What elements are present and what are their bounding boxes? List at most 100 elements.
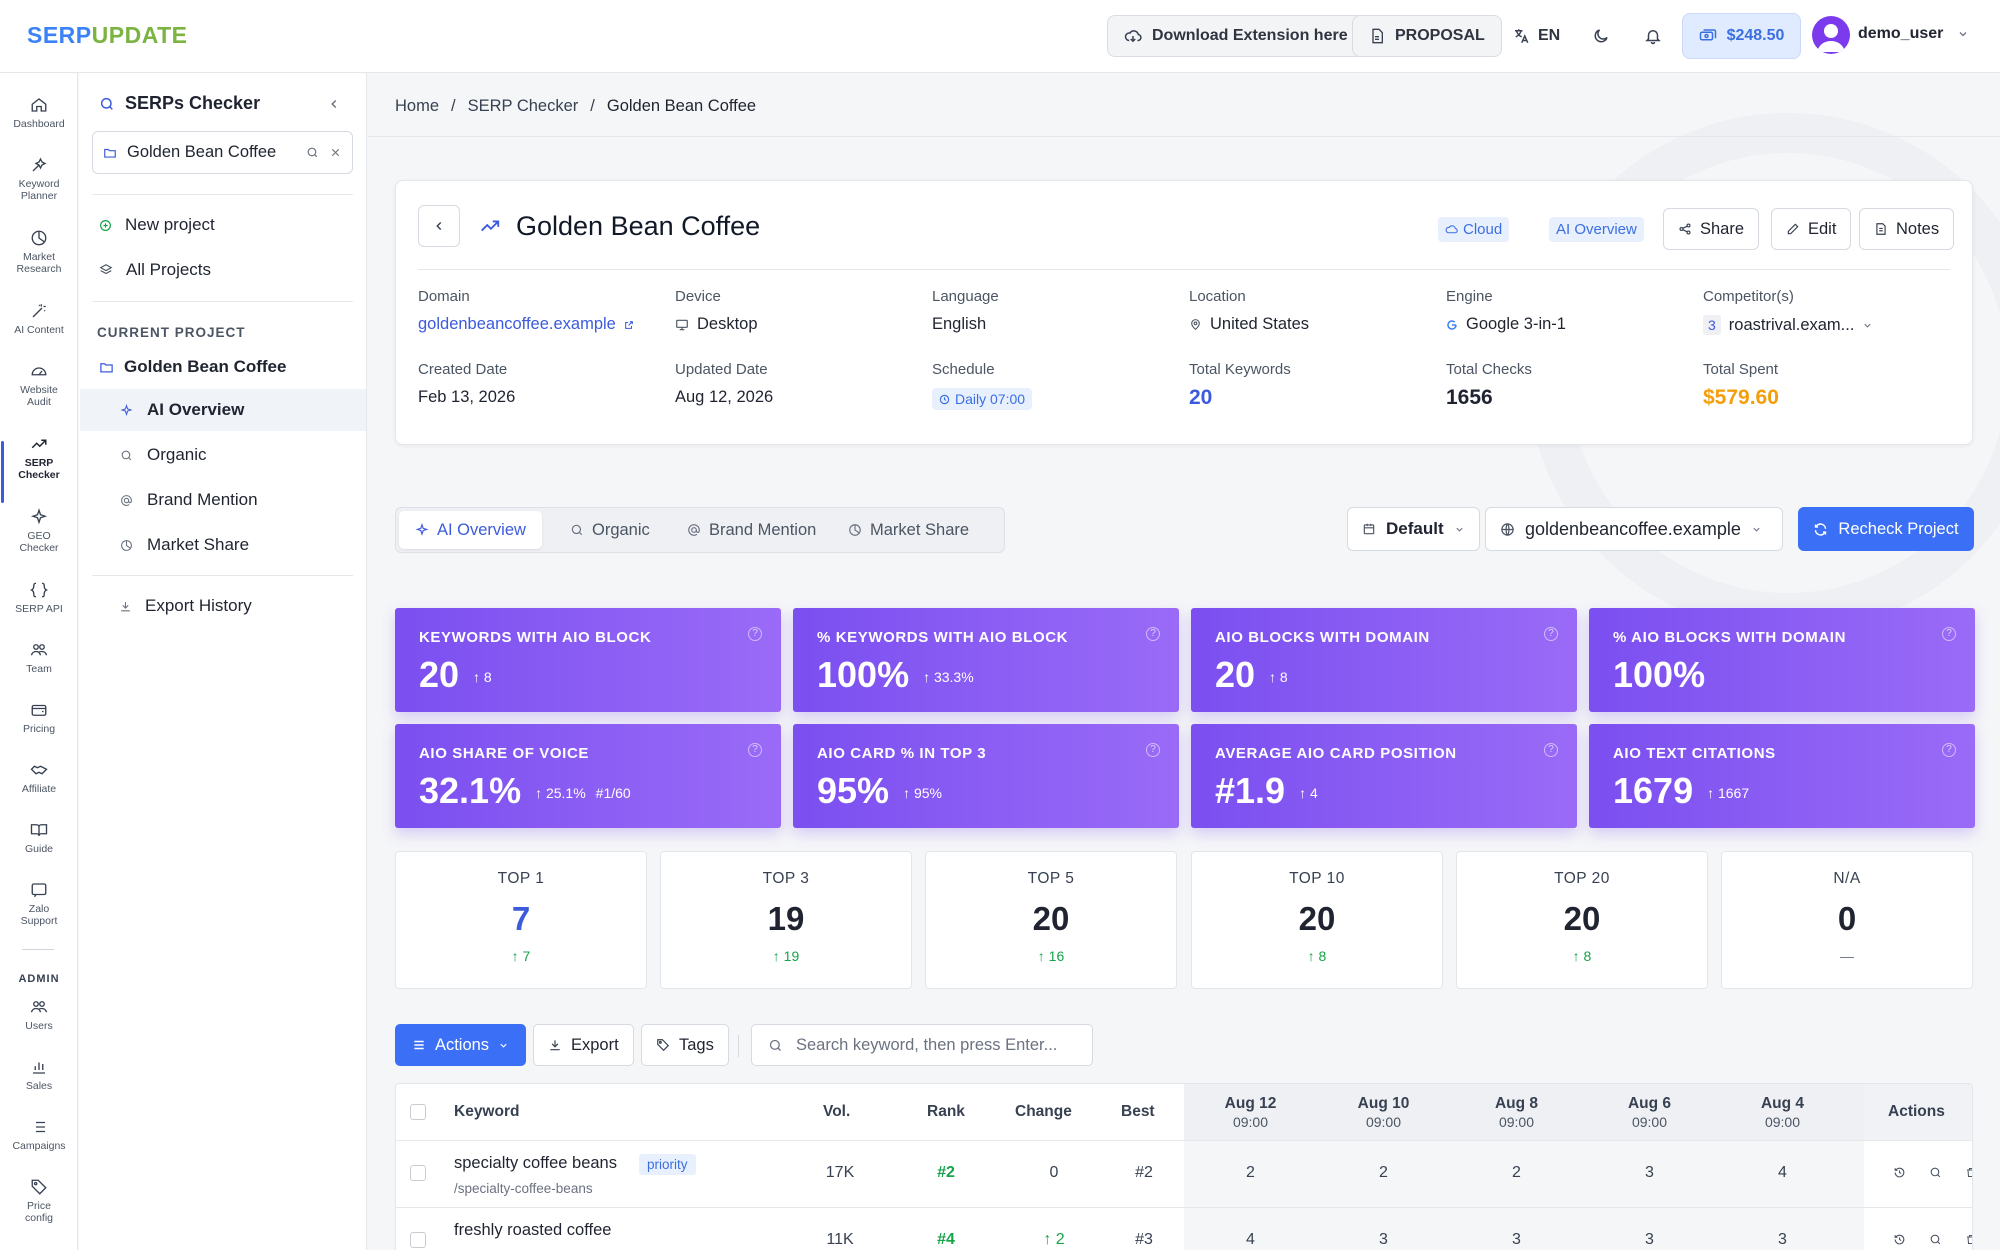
rail-item-serp-api[interactable]: SERP API (0, 581, 78, 615)
history-icon[interactable] (1893, 1166, 1906, 1179)
header-date[interactable]: Aug 10 09:00 (1357, 1094, 1410, 1130)
rail-item-users[interactable]: Users (0, 998, 78, 1032)
search-icon[interactable] (1929, 1233, 1942, 1246)
header-best[interactable]: Best (1121, 1103, 1155, 1120)
user-menu[interactable]: demo_user (1858, 25, 1969, 43)
back-button[interactable] (418, 205, 460, 247)
header-keyword[interactable]: Keyword (454, 1103, 520, 1120)
rail-item-market-research[interactable]: Market Research (0, 229, 78, 275)
rank-bucket-card[interactable]: TOP 3 19 ↑ 19 (660, 851, 912, 989)
chat-icon (30, 881, 48, 903)
search-icon[interactable] (306, 146, 319, 159)
recheck-project-button[interactable]: Recheck Project (1798, 507, 1974, 551)
sidebar-item-brand-mention[interactable]: Brand Mention (80, 479, 366, 521)
all-projects-link[interactable]: All Projects (99, 260, 211, 280)
collapse-sidebar-button[interactable] (327, 97, 341, 111)
help-icon[interactable]: ? (1146, 743, 1160, 757)
sidebar-item-ai-overview[interactable]: AI Overview (80, 389, 366, 431)
tab-ai-overview[interactable]: AI Overview (399, 511, 542, 549)
brand-logo[interactable]: SERPUPDATE (27, 22, 188, 48)
share-button[interactable]: Share (1663, 208, 1760, 250)
rail-item-keyword-planner[interactable]: Keyword Planner (0, 156, 78, 202)
rail-item-zalo-support[interactable]: Zalo Support (0, 881, 78, 927)
rail-item-pricing[interactable]: Pricing (0, 701, 78, 735)
select-all-checkbox[interactable] (410, 1104, 426, 1120)
keyword-url[interactable]: /specialty-coffee-beans (454, 1181, 593, 1196)
notes-button[interactable]: Notes (1859, 208, 1955, 250)
download-extension-button[interactable]: Download Extension here (1107, 15, 1365, 57)
header-date[interactable]: Aug 6 09:00 (1627, 1094, 1672, 1130)
domain-link[interactable]: goldenbeancoffee.example (418, 315, 634, 334)
rail-item-geo-checker[interactable]: GEO Checker (0, 508, 78, 554)
breadcrumb-home[interactable]: Home (395, 97, 440, 115)
rail-item-guide[interactable]: Guide (0, 821, 78, 855)
kpi-value: 32.1% ↑ 25.1% #1/60 (419, 770, 631, 811)
rail-item-team[interactable]: Team (0, 641, 78, 675)
help-icon[interactable]: ? (1942, 627, 1956, 641)
header-date[interactable]: Aug 8 09:00 (1494, 1094, 1539, 1130)
rank-bucket-card[interactable]: TOP 5 20 ↑ 16 (925, 851, 1177, 989)
help-icon[interactable]: ? (1544, 743, 1558, 757)
rank-bucket-card[interactable]: N/A 0 — (1721, 851, 1973, 989)
keyword-text[interactable]: freshly roasted coffee (454, 1221, 612, 1239)
current-project-name[interactable]: Golden Bean Coffee (99, 357, 286, 377)
row-checkbox[interactable] (410, 1165, 426, 1181)
trash-icon[interactable] (1965, 1166, 1972, 1179)
tab-organic[interactable]: Organic (554, 511, 666, 549)
history-icon[interactable] (1893, 1233, 1906, 1246)
sidebar-item-market-share[interactable]: Market Share (80, 524, 366, 566)
close-icon[interactable] (329, 146, 342, 159)
help-icon[interactable]: ? (1146, 627, 1160, 641)
rail-item-serp-checker[interactable]: SERP Checker (0, 435, 78, 481)
edit-button[interactable]: Edit (1771, 208, 1852, 250)
help-icon[interactable]: ? (1544, 627, 1558, 641)
rail-item-sales[interactable]: Sales (0, 1058, 78, 1092)
history-cell: 3 (1645, 1164, 1654, 1181)
default-view-select[interactable]: Default (1347, 507, 1480, 551)
proposal-button[interactable]: PROPOSAL (1352, 15, 1502, 57)
handshake-icon (29, 761, 49, 783)
rail-item-website-audit[interactable]: Website Audit (0, 362, 78, 408)
language-selector[interactable]: EN (1512, 15, 1560, 57)
row-checkbox[interactable] (410, 1232, 426, 1248)
help-icon[interactable]: ? (1942, 743, 1956, 757)
keyword-tag[interactable]: priority (639, 1154, 696, 1175)
header-rank[interactable]: Rank (927, 1103, 965, 1120)
header-vol[interactable]: Vol. (823, 1103, 851, 1120)
export-history-link[interactable]: Export History (119, 596, 252, 616)
header-change[interactable]: Change (1015, 1103, 1072, 1120)
keyword-url[interactable]: /freshly-roasted-coffee (454, 1248, 588, 1250)
avatar[interactable] (1812, 16, 1850, 54)
rail-item-campaigns[interactable]: Campaigns (0, 1118, 78, 1152)
help-icon[interactable]: ? (748, 743, 762, 757)
tab-market-share[interactable]: Market Share (832, 511, 985, 549)
header-date[interactable]: Aug 12 09:00 (1224, 1094, 1277, 1130)
rail-item-ai-content[interactable]: AI Content (0, 302, 78, 336)
project-search-input[interactable]: Golden Bean Coffee (92, 131, 353, 174)
breadcrumb-section[interactable]: SERP Checker (467, 97, 579, 115)
rank-bucket-card[interactable]: TOP 1 7 ↑ 7 (395, 851, 647, 989)
rank-bucket-card[interactable]: TOP 10 20 ↑ 8 (1191, 851, 1443, 989)
rail-item-affiliate[interactable]: Affiliate (0, 761, 78, 795)
new-project-link[interactable]: New project (99, 215, 215, 235)
dark-mode-toggle[interactable] (1592, 15, 1610, 57)
balance-badge[interactable]: $248.50 (1682, 13, 1801, 59)
sidebar-divider (92, 575, 353, 576)
domain-select[interactable]: goldenbeancoffee.example (1485, 507, 1783, 551)
search-icon[interactable] (1929, 1166, 1942, 1179)
tab-brand-mention[interactable]: Brand Mention (671, 511, 832, 549)
rank-bucket-card[interactable]: TOP 20 20 ↑ 8 (1456, 851, 1708, 989)
help-icon[interactable]: ? (748, 627, 762, 641)
tags-button[interactable]: Tags (641, 1024, 729, 1066)
header-date[interactable]: Aug 4 09:00 (1760, 1094, 1805, 1130)
meta-competitors[interactable]: Competitor(s) 3 roastrival.exam... (1703, 288, 1873, 335)
keyword-text[interactable]: specialty coffee beans (454, 1154, 617, 1172)
notifications-button[interactable] (1644, 15, 1662, 57)
rail-item-dashboard[interactable]: Dashboard (0, 96, 78, 130)
export-button[interactable]: Export (533, 1024, 634, 1066)
keyword-search-input[interactable]: Search keyword, then press Enter... (751, 1024, 1093, 1066)
trash-icon[interactable] (1965, 1233, 1972, 1246)
rail-item-price-config[interactable]: Price config (0, 1178, 78, 1224)
actions-button[interactable]: Actions (395, 1024, 526, 1066)
sidebar-item-organic[interactable]: Organic (80, 434, 366, 476)
